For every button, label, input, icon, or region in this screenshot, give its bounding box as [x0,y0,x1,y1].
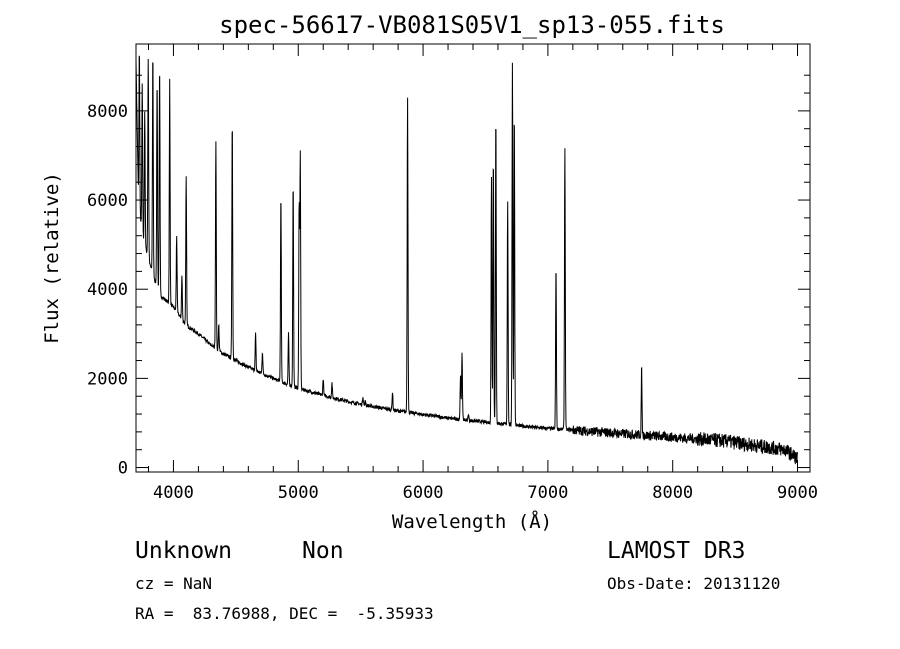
x-axis-label: Wavelength (Å) [392,510,552,533]
subclass-label: Non [302,538,344,564]
x-tick-label: 6000 [403,483,444,503]
survey-label: LAMOST DR3 [607,538,746,564]
y-tick-label: 0 [118,459,128,479]
y-axis-label: Flux (relative) [41,172,63,344]
x-tick-label: 4000 [153,483,194,503]
coordinates: RA = 83.76988, DEC = -5.35933 [135,604,434,623]
y-tick-label: 6000 [87,191,128,211]
y-tick-labels: 0 2000 4000 6000 8000 [87,102,128,479]
y-tick-label: 2000 [87,369,128,389]
y-tick-label: 8000 [87,102,128,122]
plot-frame [135,43,811,473]
cz-value: cz = NaN [135,574,213,593]
x-tick-label: 7000 [527,483,568,503]
x-tick-label: 9000 [777,483,818,503]
x-tick-label: 5000 [278,483,319,503]
obs-date: Obs-Date: 20131120 [607,574,781,593]
axis-ticks [136,44,810,472]
spectrum-line [135,55,798,465]
chart-title: spec-56617-VB081S05V1_sp13-055.fits [219,11,725,39]
y-tick-label: 4000 [87,280,128,300]
x-tick-label: 8000 [652,483,693,503]
class-label: Unknown [135,538,232,564]
x-tick-labels: 4000 5000 6000 7000 8000 9000 [153,483,818,503]
